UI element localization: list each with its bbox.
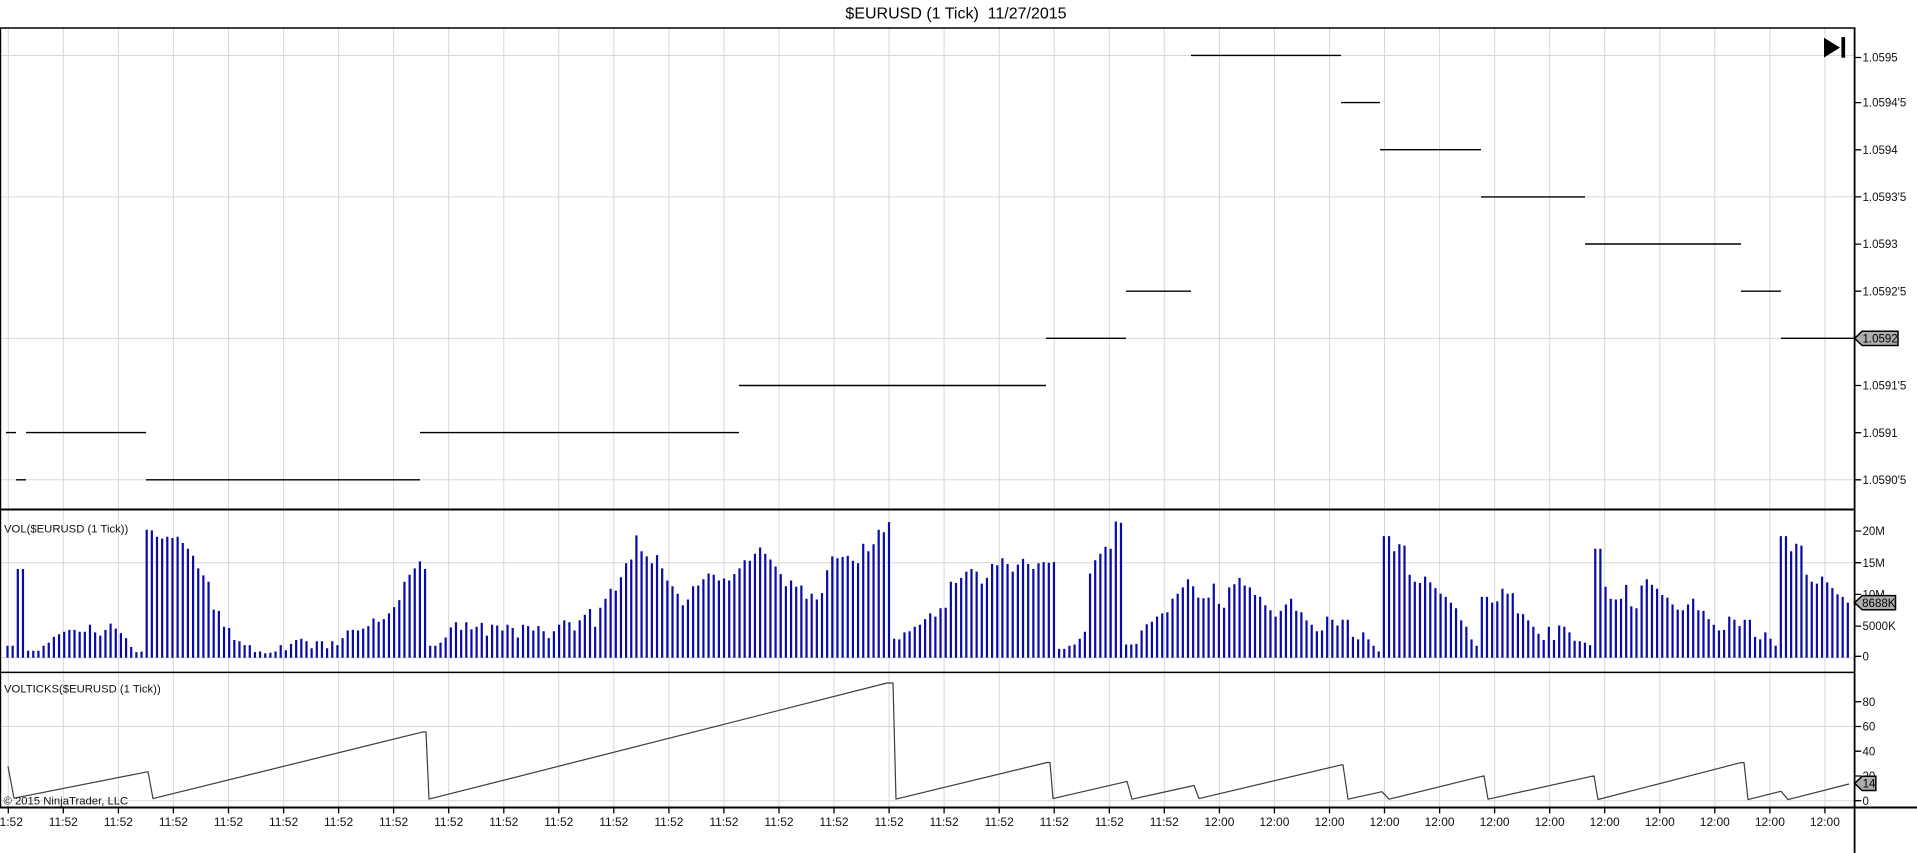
svg-text:5000K: 5000K <box>1863 621 1897 633</box>
svg-text:11:52: 11:52 <box>379 815 408 829</box>
svg-text:11:52: 11:52 <box>214 815 243 829</box>
svg-text:1.0592'5: 1.0592'5 <box>1863 286 1907 298</box>
svg-text:12:00: 12:00 <box>1590 815 1620 829</box>
svg-text:$EURUSD (1 Tick) 11/27/2015: $EURUSD (1 Tick) 11/27/2015 <box>845 6 1066 23</box>
svg-text:12:00: 12:00 <box>1645 815 1675 829</box>
svg-text:12:00: 12:00 <box>1204 815 1234 829</box>
svg-text:11:52: 11:52 <box>819 815 848 829</box>
svg-text:11:52: 11:52 <box>764 815 793 829</box>
svg-text:11:52: 11:52 <box>985 815 1014 829</box>
svg-text:11:52: 11:52 <box>1095 815 1124 829</box>
svg-text:11:52: 11:52 <box>709 815 738 829</box>
svg-text:12:00: 12:00 <box>1480 815 1510 829</box>
svg-text:11:52: 11:52 <box>489 815 518 829</box>
svg-text:80: 80 <box>1863 697 1876 709</box>
svg-text:11:52: 11:52 <box>269 815 298 829</box>
svg-text:40: 40 <box>1863 746 1876 758</box>
svg-text:12:00: 12:00 <box>1755 815 1785 829</box>
svg-text:1.0593: 1.0593 <box>1863 239 1898 251</box>
svg-text:1.0591: 1.0591 <box>1863 428 1898 440</box>
svg-text:0: 0 <box>1863 796 1869 808</box>
svg-text:12:00: 12:00 <box>1810 815 1840 829</box>
svg-text:11:52: 11:52 <box>599 815 628 829</box>
svg-text:12:00: 12:00 <box>1700 815 1730 829</box>
svg-text:1.0591'5: 1.0591'5 <box>1863 381 1907 393</box>
svg-text:VOLTICKS($EURUSD (1 Tick)): VOLTICKS($EURUSD (1 Tick)) <box>4 684 161 696</box>
svg-text:© 2015 NinjaTrader, LLC: © 2015 NinjaTrader, LLC <box>4 796 129 808</box>
svg-text:11:52: 11:52 <box>324 815 353 829</box>
svg-text:1.0594'5: 1.0594'5 <box>1863 98 1907 110</box>
svg-text:12:00: 12:00 <box>1425 815 1455 829</box>
svg-text:11:52: 11:52 <box>434 815 463 829</box>
svg-text:20M: 20M <box>1863 526 1885 538</box>
svg-text:8688K: 8688K <box>1862 598 1896 610</box>
svg-text:11:52: 11:52 <box>654 815 683 829</box>
svg-text:1.0595: 1.0595 <box>1863 53 1898 65</box>
svg-text:15M: 15M <box>1863 558 1885 570</box>
svg-text:60: 60 <box>1863 722 1876 734</box>
svg-text:0: 0 <box>1863 651 1869 663</box>
svg-text:12:00: 12:00 <box>1259 815 1289 829</box>
svg-text:11:52: 11:52 <box>1040 815 1069 829</box>
svg-text:1.0590'5: 1.0590'5 <box>1863 475 1907 487</box>
svg-text:1.0593'5: 1.0593'5 <box>1863 192 1907 204</box>
svg-text:1.0594: 1.0594 <box>1863 145 1899 157</box>
svg-text:11:52: 11:52 <box>159 815 188 829</box>
svg-text:VOL($EURUSD (1 Tick)): VOL($EURUSD (1 Tick)) <box>4 524 129 536</box>
svg-text:11:52: 11:52 <box>49 815 78 829</box>
svg-text:12:00: 12:00 <box>1314 815 1344 829</box>
svg-text:14: 14 <box>1863 779 1876 791</box>
svg-text:11:52: 11:52 <box>875 815 904 829</box>
svg-text:12:00: 12:00 <box>1369 815 1399 829</box>
svg-text:11:52: 11:52 <box>0 815 23 829</box>
svg-text:1.0592: 1.0592 <box>1863 334 1898 346</box>
svg-text:11:52: 11:52 <box>104 815 133 829</box>
svg-text:11:52: 11:52 <box>930 815 959 829</box>
svg-text:11:52: 11:52 <box>1150 815 1179 829</box>
svg-text:11:52: 11:52 <box>544 815 573 829</box>
svg-text:12:00: 12:00 <box>1535 815 1565 829</box>
